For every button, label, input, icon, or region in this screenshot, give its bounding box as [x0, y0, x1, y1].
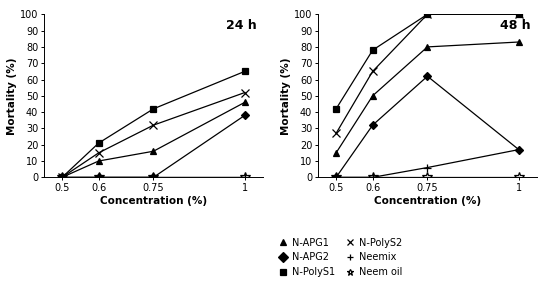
Y-axis label: Mortality (%): Mortality (%) — [7, 57, 17, 134]
X-axis label: Concentration (%): Concentration (%) — [100, 196, 207, 206]
X-axis label: Concentration (%): Concentration (%) — [374, 196, 481, 206]
Y-axis label: Mortality (%): Mortality (%) — [281, 57, 291, 134]
Text: 24 h: 24 h — [226, 19, 256, 32]
Legend: N-APG1, N-APG2, N-PolyS1, N-PolyS2, Neemix, Neem oil: N-APG1, N-APG2, N-PolyS1, N-PolyS2, Neem… — [273, 234, 407, 281]
Text: 48 h: 48 h — [500, 19, 530, 32]
